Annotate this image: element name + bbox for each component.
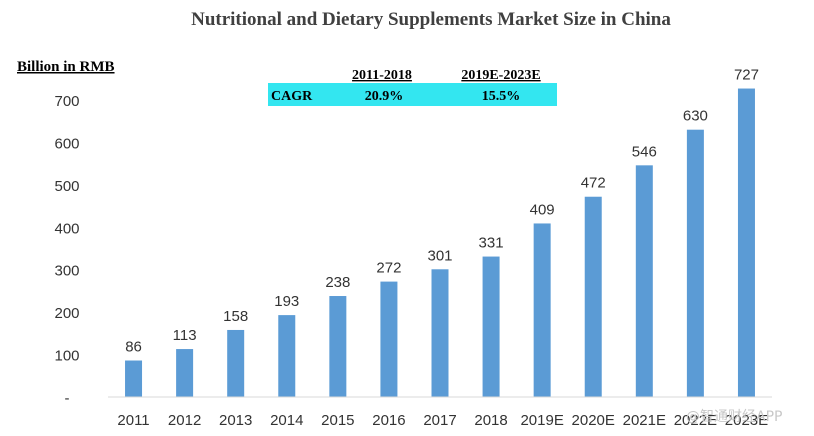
cagr-table: 2011-2018 2019E-2023E CAGR 20.9% 15.5% [268,68,557,106]
cagr-period-2: 2019E-2023E [461,68,540,83]
y-tick-label: - [65,390,70,407]
bar-value-label: 86 [125,339,142,356]
y-tick-label: 500 [54,178,79,195]
bar [125,360,143,397]
x-tick-label: 2022E [674,412,717,429]
x-axis: 2011 2012 2013 2014 2015 2016 2017 2018 2019E 202… [117,412,768,429]
y-axis: - 100 200 300 400 500 600 700 [54,93,79,407]
bar-value-label: 301 [427,247,452,264]
x-tick-label: 2021E [623,412,666,429]
bar [329,296,347,397]
watermark: @智通财经APP [686,409,783,425]
bar [176,349,194,397]
cagr-period-1: 2011-2018 [352,68,412,83]
bar [533,223,551,397]
cagr-highlight-box [268,83,557,106]
y-tick-label: 700 [54,93,79,110]
x-tick-label: 2012 [168,412,201,429]
y-tick-label: 200 [54,305,79,322]
x-tick-label: 2019E [520,412,563,429]
bar-value-label: 113 [173,327,197,344]
bar [227,329,245,397]
x-tick-label: 2016 [372,412,405,429]
x-tick-label: 2011 [117,412,149,429]
bar-value-label: 158 [223,308,248,325]
bars [125,88,755,398]
bar [686,129,704,398]
y-axis-label: Billion in RMB [17,59,115,75]
y-tick-label: 300 [54,263,79,280]
bar-value-label: 546 [632,143,657,160]
cagr-row-label: CAGR [271,89,313,104]
x-tick-label: 2017 [423,412,456,429]
y-tick-label: 100 [54,348,79,365]
bar-value-label: 727 [734,67,759,84]
bar-value-label: 409 [530,201,555,218]
bar [584,196,602,397]
bar [380,281,398,397]
x-tick-label: 2013 [219,412,252,429]
bar [431,269,449,397]
bar-value-label: 193 [274,293,299,310]
x-tick-label: 2014 [270,412,303,429]
y-tick-label: 400 [54,220,79,237]
y-tick-label: 600 [54,135,79,152]
bar [482,256,500,397]
cagr-value-1: 20.9% [365,89,404,104]
x-tick-label: 2018 [474,412,507,429]
value-labels: 86 113 158 193 238 272 301 331 409 472 546 630 727 [125,67,759,356]
cagr-value-2: 15.5% [482,89,521,104]
bar-value-label: 331 [479,235,504,252]
x-tick-label: 2020E [572,412,615,429]
bar-value-label: 472 [581,175,606,192]
bar [737,88,755,397]
bar-value-label: 630 [683,108,708,125]
bar-value-label: 272 [376,260,401,277]
x-tick-label: 2023E [725,412,768,429]
x-tick-label: 2015 [321,412,354,429]
bar [635,165,653,397]
bar-value-label: 238 [325,274,350,291]
chart-title: Nutritional and Dietary Supplements Mark… [191,9,671,30]
bar [278,315,296,397]
